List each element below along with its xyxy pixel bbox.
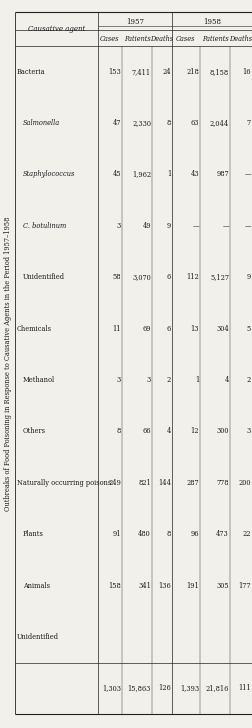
- Text: Patients: Patients: [201, 35, 228, 43]
- Text: C. botulinum: C. botulinum: [23, 222, 66, 230]
- Text: 3: 3: [146, 376, 150, 384]
- Text: 287: 287: [186, 479, 198, 487]
- Text: 191: 191: [185, 582, 198, 590]
- Text: 111: 111: [237, 684, 250, 692]
- Text: 11: 11: [112, 325, 120, 333]
- Text: 3,070: 3,070: [132, 273, 150, 281]
- Text: 341: 341: [138, 582, 150, 590]
- Text: —: —: [243, 170, 250, 178]
- Text: Chemicals: Chemicals: [17, 325, 52, 333]
- Text: 9: 9: [246, 273, 250, 281]
- Text: 136: 136: [158, 582, 170, 590]
- Text: 987: 987: [215, 170, 228, 178]
- Text: 821: 821: [138, 479, 150, 487]
- Text: 480: 480: [138, 530, 150, 538]
- Text: 21,816: 21,816: [205, 684, 228, 692]
- Text: Cases: Cases: [100, 35, 119, 43]
- Text: 1,393: 1,393: [179, 684, 198, 692]
- Text: Naturally occurring poisons: Naturally occurring poisons: [17, 479, 111, 487]
- Text: Staphylococcus: Staphylococcus: [23, 170, 75, 178]
- Text: Unidentified: Unidentified: [17, 633, 59, 641]
- Text: 2: 2: [246, 376, 250, 384]
- Text: Unidentified: Unidentified: [23, 273, 65, 281]
- Text: 158: 158: [108, 582, 120, 590]
- Text: 778: 778: [216, 479, 228, 487]
- Text: 15,863: 15,863: [127, 684, 150, 692]
- Text: 58: 58: [112, 273, 120, 281]
- Text: 8: 8: [166, 530, 170, 538]
- Text: Salmonella: Salmonella: [23, 119, 60, 127]
- Text: 45: 45: [112, 170, 120, 178]
- Text: 112: 112: [185, 273, 198, 281]
- Text: 1957: 1957: [125, 18, 143, 26]
- Text: 3: 3: [246, 427, 250, 435]
- Text: 177: 177: [238, 582, 250, 590]
- Text: Methanol: Methanol: [23, 376, 55, 384]
- Text: Causative agent: Causative agent: [28, 25, 85, 33]
- Text: 49: 49: [142, 222, 150, 230]
- Text: 200: 200: [238, 479, 250, 487]
- Text: 144: 144: [158, 479, 170, 487]
- Text: Deaths: Deaths: [150, 35, 173, 43]
- Text: 218: 218: [185, 68, 198, 76]
- Text: 8: 8: [116, 427, 120, 435]
- Text: 91: 91: [112, 530, 120, 538]
- Text: 4: 4: [224, 376, 228, 384]
- Text: 22: 22: [241, 530, 250, 538]
- Text: 8,158: 8,158: [209, 68, 228, 76]
- Text: 2: 2: [166, 376, 170, 384]
- Text: 7: 7: [246, 119, 250, 127]
- Text: Patients: Patients: [123, 35, 150, 43]
- Text: Others: Others: [23, 427, 46, 435]
- Text: 63: 63: [190, 119, 198, 127]
- Text: 1: 1: [166, 170, 170, 178]
- Text: —: —: [192, 222, 198, 230]
- Text: 126: 126: [158, 684, 170, 692]
- Text: 305: 305: [215, 582, 228, 590]
- Text: 47: 47: [112, 119, 120, 127]
- Text: 5,127: 5,127: [209, 273, 228, 281]
- Text: 300: 300: [216, 427, 228, 435]
- Text: 12: 12: [190, 427, 198, 435]
- Text: 304: 304: [215, 325, 228, 333]
- Text: Bacteria: Bacteria: [17, 68, 45, 76]
- Text: 6: 6: [166, 325, 170, 333]
- Text: 1: 1: [194, 376, 198, 384]
- Text: Deaths: Deaths: [229, 35, 251, 43]
- Text: 7,411: 7,411: [131, 68, 150, 76]
- Text: 2,044: 2,044: [209, 119, 228, 127]
- Text: 13: 13: [190, 325, 198, 333]
- Text: 16: 16: [241, 68, 250, 76]
- Text: 96: 96: [190, 530, 198, 538]
- Text: 249: 249: [108, 479, 120, 487]
- Text: 5: 5: [246, 325, 250, 333]
- Text: 2,330: 2,330: [132, 119, 150, 127]
- Text: Animals: Animals: [23, 582, 50, 590]
- Text: 9: 9: [166, 222, 170, 230]
- Text: 153: 153: [108, 68, 120, 76]
- Text: Cases: Cases: [176, 35, 195, 43]
- Text: 1,303: 1,303: [102, 684, 120, 692]
- Text: 4: 4: [166, 427, 170, 435]
- Text: 1,962: 1,962: [131, 170, 150, 178]
- Text: 69: 69: [142, 325, 150, 333]
- Text: 8: 8: [166, 119, 170, 127]
- Text: 473: 473: [215, 530, 228, 538]
- Text: Outbreaks of Food Poisoning in Response to Causative Agents in the Period 1957–1: Outbreaks of Food Poisoning in Response …: [4, 217, 12, 511]
- Text: 1958: 1958: [202, 18, 220, 26]
- Text: —: —: [222, 222, 228, 230]
- Text: 24: 24: [162, 68, 170, 76]
- Text: Plants: Plants: [23, 530, 44, 538]
- Text: 3: 3: [116, 222, 120, 230]
- Text: 3: 3: [116, 376, 120, 384]
- Text: 43: 43: [190, 170, 198, 178]
- Text: 66: 66: [142, 427, 150, 435]
- Text: 6: 6: [166, 273, 170, 281]
- Text: —: —: [243, 222, 250, 230]
